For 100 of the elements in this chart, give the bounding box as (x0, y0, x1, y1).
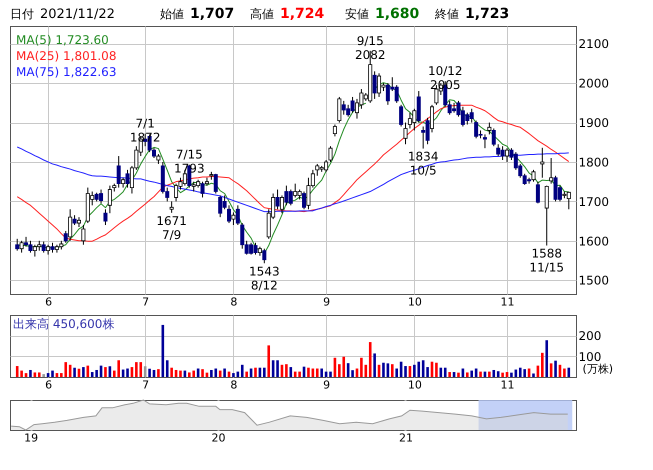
candlestick (566, 191, 571, 210)
candlestick (416, 90, 421, 124)
bar (457, 372, 460, 377)
bar (139, 362, 142, 377)
bar (408, 366, 412, 377)
bar (289, 367, 292, 377)
candlestick (262, 248, 266, 264)
bar (135, 362, 138, 377)
candlestick (549, 158, 554, 184)
bar (240, 364, 244, 377)
candlestick (103, 208, 108, 226)
candlestick (404, 122, 408, 145)
bar (346, 363, 350, 377)
bar (192, 370, 196, 377)
bar (338, 364, 341, 377)
bar (166, 360, 169, 377)
candlestick (412, 108, 416, 131)
bar (342, 356, 346, 377)
bar (554, 360, 557, 377)
y-tick-label: 2100 (578, 37, 610, 52)
candlestick (20, 240, 24, 254)
candlestick (315, 163, 320, 176)
y-tick-label: 1600 (578, 234, 610, 248)
bar (558, 364, 562, 377)
bar (272, 360, 274, 377)
candlestick (76, 216, 81, 228)
bar (413, 364, 416, 377)
x-tick-label: 9 (323, 378, 330, 392)
bar (466, 372, 469, 377)
bar (179, 370, 182, 377)
candlestick (218, 194, 222, 218)
bar (112, 370, 116, 377)
text: 高値 1,724 (250, 6, 325, 22)
chart-title: 日付 2021/11/22 (10, 7, 115, 22)
candlestick (42, 241, 46, 254)
x-tick-label: 20 (212, 432, 226, 444)
x-tick-label: 6 (45, 296, 52, 308)
candlestick (174, 183, 178, 202)
bar (488, 372, 491, 377)
candlestick (68, 208, 72, 242)
candlestick (540, 147, 544, 178)
bar (73, 368, 76, 377)
x-tick-label: 8 (230, 378, 238, 392)
bar (426, 367, 429, 377)
bar (100, 366, 102, 377)
bar (312, 368, 314, 377)
y-tick-label: 1500 (578, 274, 610, 288)
text: MA(5) 1,723.60 (16, 33, 109, 47)
x-tick-label: 10 (408, 296, 422, 308)
x-tick-label: 9 (323, 296, 330, 308)
bar (528, 368, 530, 377)
bar (417, 362, 420, 377)
candlestick (231, 212, 236, 226)
candlestick (332, 124, 337, 137)
text: 安値 1,680 (345, 6, 420, 22)
candlestick (108, 185, 112, 214)
annotation: 1543 8/12 (249, 264, 280, 292)
bar (567, 368, 570, 377)
candlestick (258, 246, 262, 256)
bar (382, 362, 385, 377)
candlestick (536, 181, 540, 204)
bar (541, 352, 544, 377)
candlestick (280, 194, 284, 214)
bar (351, 370, 354, 377)
bar (320, 368, 323, 377)
bar (373, 353, 376, 377)
x-tick-label: 7 (142, 378, 150, 392)
candlestick (37, 240, 42, 252)
bar (38, 372, 41, 377)
bar (484, 372, 486, 377)
bar (86, 366, 90, 377)
bar (108, 366, 112, 377)
candlestick (328, 146, 333, 162)
bar (68, 364, 72, 377)
candlestick (156, 154, 160, 164)
bar (16, 366, 19, 377)
bar (144, 366, 146, 377)
candlestick (227, 204, 232, 224)
bar (462, 368, 464, 377)
bar (210, 370, 213, 377)
x-tick-label: 11 (500, 296, 515, 308)
bar (228, 372, 230, 377)
bar (276, 360, 279, 377)
candlestick (482, 134, 487, 149)
candlestick (470, 108, 474, 124)
bar (390, 364, 394, 377)
candlestick (430, 104, 434, 133)
bar (90, 372, 94, 377)
bar (470, 370, 474, 377)
bar (170, 368, 173, 377)
x-tick-label: 11 (500, 378, 515, 392)
bar (307, 368, 310, 377)
bar (536, 366, 540, 377)
candlestick (46, 244, 50, 256)
candlestick (544, 185, 549, 246)
bar (130, 367, 134, 377)
bar (152, 370, 156, 377)
text: MA(75) 1,822.63 (16, 65, 116, 79)
bar (60, 373, 63, 377)
bar (184, 370, 186, 377)
